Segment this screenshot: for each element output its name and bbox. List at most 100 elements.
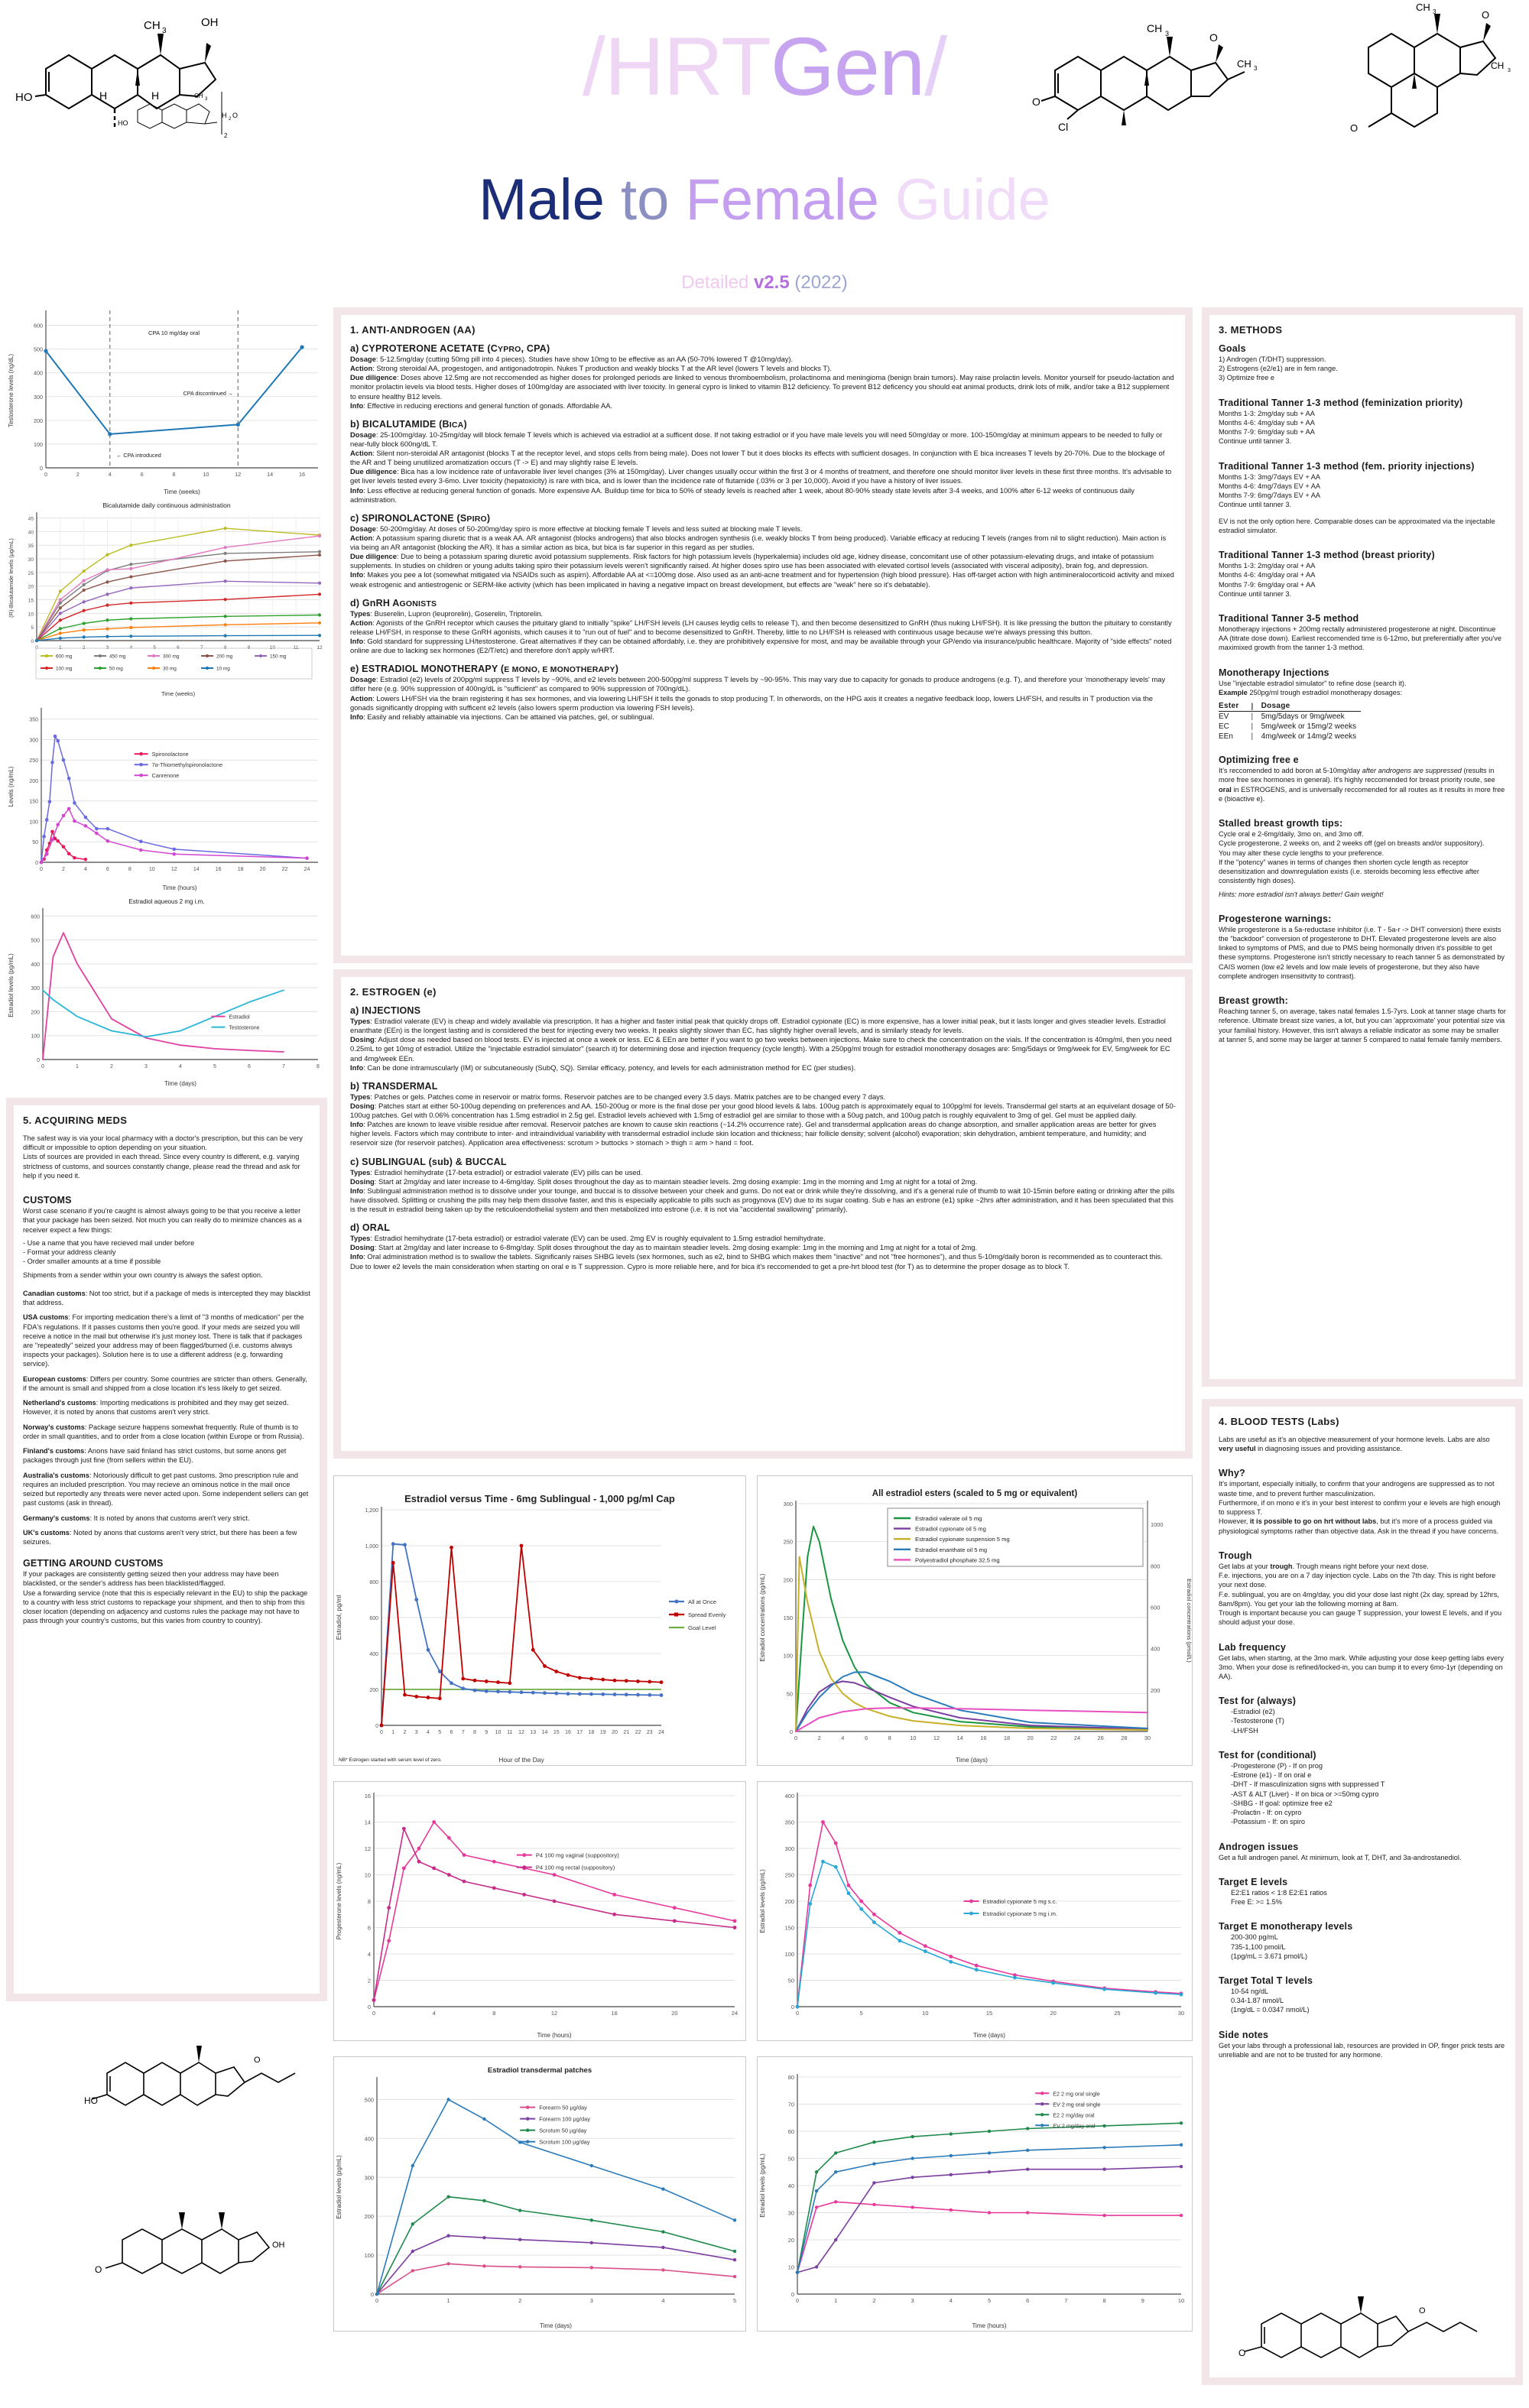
svg-text:All at Once: All at Once [688,1598,716,1605]
svg-text:4: 4 [179,1064,182,1069]
androgen-issues-text: Get a full androgen panel. At minimum, l… [1219,1853,1462,1861]
svg-text:14: 14 [267,471,273,478]
svg-text:100: 100 [31,1034,40,1040]
chart-all-esters: All estradiol esters (scaled to 5 mg or … [757,1475,1193,1766]
estradiol-molecule-diagram: CH 3 OH H H HO [15,3,252,141]
svg-text:2: 2 [818,1735,821,1741]
svg-text:Testosterone levels (ng/dL): Testosterone levels (ng/dL) [8,354,15,427]
breast-growth-heading: Breast growth: [1219,995,1289,1007]
goals-list: 1) Androgen (T/DHT) suppression. 2) Estro… [1219,355,1506,383]
svg-text:300: 300 [785,1845,794,1852]
svg-text:CH: CH [144,19,161,32]
test-item: -AST & ALT (Liver) - If on bica or >=50m… [1231,1790,1379,1798]
svg-text:Scrotum 100 µg/day: Scrotum 100 µg/day [539,2139,590,2146]
svg-text:16: 16 [299,471,305,478]
intro-paragraph: The safest way is via your local pharmac… [23,1134,303,1152]
svg-text:Estradiol cypionate 5 mg s.c.: Estradiol cypionate 5 mg s.c. [983,1898,1057,1905]
svg-text:7: 7 [462,1730,465,1735]
svg-text:O: O [1032,96,1040,108]
target-item: 0.34-1.87 nmol/L [1231,1997,1284,2005]
page-title: /HRTGen/ [0,23,1529,109]
svg-text:(R)-Bicalutamide levels (µg/mL: (R)-Bicalutamide levels (µg/mL) [8,538,15,618]
test-conditional-heading: Test for (conditional) [1219,1749,1316,1761]
estradiol-valerate-molecule-diagram: HO O [84,2018,306,2156]
goals-heading: Goals [1219,343,1246,354]
customs-country-entry: European customs: Differs per country. S… [23,1374,307,1392]
androgen-issues-heading: Androgen issues [1219,1841,1299,1852]
svg-text:2: 2 [110,1064,113,1069]
svg-text:40: 40 [28,530,34,535]
svg-text:12: 12 [933,1735,940,1741]
svg-text:2: 2 [404,1730,407,1735]
goal-item: 2) Estrogens (e2/e1) are in fem range. [1219,365,1338,373]
svg-text:3: 3 [144,1064,148,1069]
svg-text:Bicalutamide daily continuous: Bicalutamide daily continuous administra… [102,501,231,509]
chart-estradiol-cypionate: 0 50 100 150 200 250 300 350 400 0 5 10 15 20 25 30 Time… [757,1781,1193,2041]
svg-text:Time (weeks): Time (weeks) [164,488,200,495]
svg-text:14: 14 [193,867,200,872]
ester-dosage-table: Ester | Dosage EV | 5mg/5days or 9mg/week E… [1219,702,1362,742]
svg-text:Estradiol concentrations (pmol: Estradiol concentrations (pmol/L) [1186,1579,1192,1663]
method-4-heading: Traditional Tanner 3-5 method [1219,612,1359,624]
drug-line: Types: Patches or gels. Patches come in … [350,1092,886,1101]
drug-heading: d) ORAL [350,1222,391,1234]
version-year: (2022) [789,272,848,293]
svg-text:5: 5 [860,2010,863,2017]
subtitle-guide: Guide [895,167,1050,232]
version-detailed: Detailed [681,272,754,293]
svg-text:250: 250 [29,758,38,764]
svg-text:300: 300 [784,1501,793,1507]
customs-bullet: - Format your address cleanly [23,1248,116,1257]
svg-text:Estradiol valerate oil 5 mg: Estradiol valerate oil 5 mg [915,1515,982,1522]
drug-line: Info: Sublingual administration method i… [350,1186,1175,1213]
svg-text:200: 200 [784,1576,793,1583]
svg-text:100: 100 [785,1951,794,1958]
svg-text:350: 350 [785,1819,794,1826]
drug-heading: b) BICALUTAMIDE (BICA) [350,418,467,430]
svg-text:OH: OH [201,16,219,29]
svg-text:450 mg: 450 mg [109,654,126,660]
drug-heading: e) ESTRADIOL MONOTHERAPY (E MONO, E MONO… [350,664,619,675]
drug-line: Info: Easily and reliably attainable via… [350,712,654,721]
svg-text:400: 400 [31,962,40,968]
svg-text:0: 0 [791,2291,794,2298]
drug-line: Action: Silent non-steroidal AR antagoni… [350,449,1165,467]
svg-text:300: 300 [365,2174,374,2181]
svg-text:8: 8 [473,1730,476,1735]
svg-text:24: 24 [658,1730,664,1735]
optimizing-free-e-heading: Optimizing free e [1219,755,1299,766]
svg-text:Estradiol cypionate suspension: Estradiol cypionate suspension 5 mg [915,1536,1010,1543]
drug-heading: a) CYPROTERONE ACETATE (CYPRO, CPA) [350,343,550,354]
drug-heading: a) INJECTIONS [350,1005,421,1016]
svg-text:50 mg: 50 mg [109,667,123,672]
drug-line: Due diligence: Bica has a low incidence … [350,467,1172,485]
svg-text:10: 10 [28,612,34,617]
drug-line: Dosage: Estradiol (e2) levels of 200pg/m… [350,675,1166,693]
svg-text:8: 8 [317,1064,320,1069]
svg-text:0: 0 [796,2297,799,2304]
svg-text:Estradiol, pg/ml: Estradiol, pg/ml [335,1595,342,1640]
svg-text:20: 20 [28,585,34,590]
svg-text:4: 4 [950,2297,953,2304]
method-item: Months 7-9: 6mg/day sub + AA [1219,428,1315,436]
method-item: Months 4-6: 4mg/day sub + AA [1219,418,1315,427]
svg-text:19: 19 [600,1730,606,1735]
test-always-list: -Estradiol (e2) -Testosterone (T) -LH/FSH [1219,1707,1506,1735]
svg-text:400: 400 [369,1652,378,1657]
svg-text:3: 3 [205,97,208,102]
svg-text:3: 3 [1433,8,1436,15]
svg-text:350: 350 [29,718,38,723]
svg-text:20: 20 [612,1730,618,1735]
table-header-row: Ester | Dosage [1219,702,1362,712]
svg-text:6: 6 [106,867,109,872]
svg-text:15: 15 [553,1730,560,1735]
svg-text:20: 20 [260,867,266,872]
svg-text:12: 12 [317,645,323,651]
svg-text:All estradiol esters (scaled t: All estradiol esters (scaled to 5 mg or … [872,1489,1078,1498]
lab-frequency-heading: Lab frequency [1219,1641,1287,1653]
test-item: -LH/FSH [1231,1726,1258,1735]
svg-text:200: 200 [31,1010,40,1015]
stalled-growth-list: Cycle oral e 2-6mg/daily, 3mo on, and 3m… [1219,829,1506,885]
drug-line: Info: Effective in reducing erections an… [350,401,613,410]
customs-country-entry: Canadian customs: Not too strict, but if… [23,1289,310,1307]
